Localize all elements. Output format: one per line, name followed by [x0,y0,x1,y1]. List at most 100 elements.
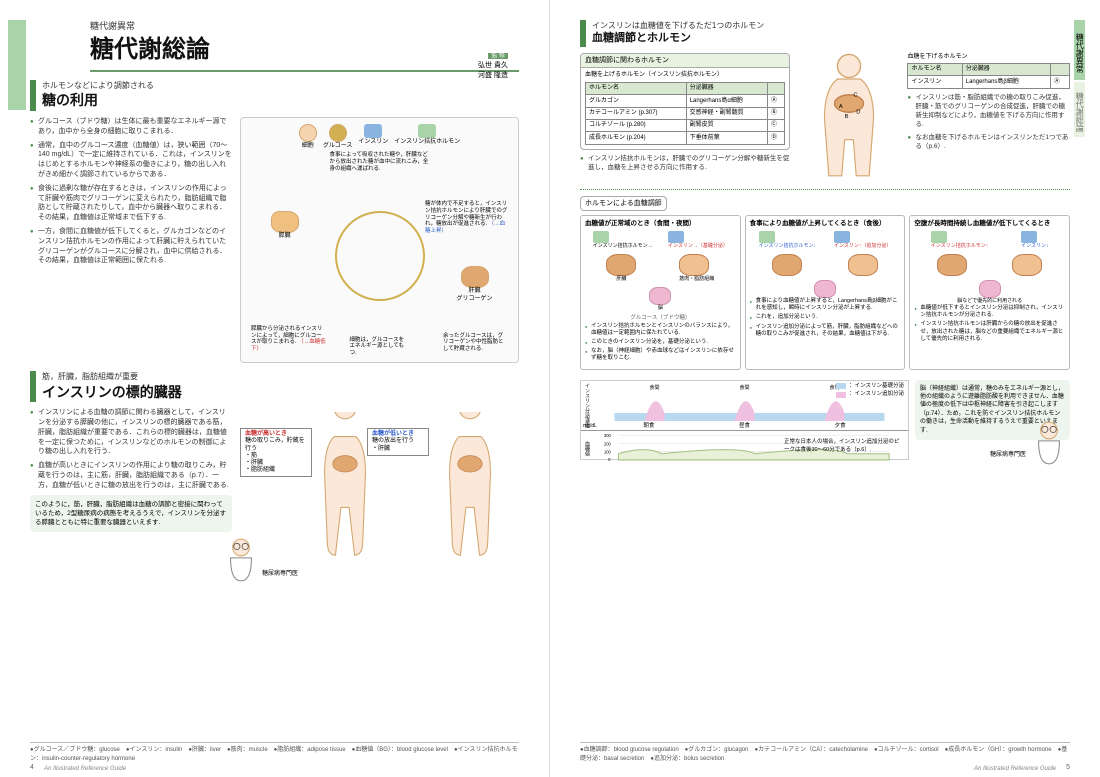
section-2-content: インスリンによる血糖の調節に関わる臓器として，インスリンを分泌する膵臓の他に，イ… [30,408,519,578]
scenario-2-notes: 食事により血糖値が上昇すると，Langerhans島β細胞がこれを感知し，瞬時に… [750,298,901,338]
scenario-1-notes: インスリン拮抗ホルモンとインスリンのバランスにより，血糖値は一定範囲内に保たれて… [585,323,736,363]
scenario-1-title: 血糖値が正常域のとき（食間・夜間） [585,220,736,228]
graph-note: 正常な日本人の場合，インスリン追加分泌のピークは食後30～60分である（p.6）… [784,439,904,454]
tab-text-top: 糖代謝異常 [1074,20,1085,80]
cell-icon [299,124,317,142]
scenario-1-icons: インスリン拮抗ホルモン→ インスリン→（基礎分泌） [585,231,736,250]
section-1-super: ホルモンなどにより調節される [42,80,519,91]
section-1-main: 糖の利用 [42,92,98,108]
scenario-3-notes: 血糖値が低下するとインスリン分泌は抑制され，インスリン拮抗ホルモンが分泌される.… [914,305,1065,343]
hormone-section: 血糖調節に関わるホルモン 血糖を上げるホルモン（インスリン拮抗ホルモン） ホルモ… [580,53,1070,183]
body-figure-right [435,412,505,562]
section-2-text: インスリンによる血糖の調節に関わる臓器として，インスリンを分泌する膵臓の他に，イ… [30,408,232,578]
page-spread: 糖代謝異常 糖代謝総論 監 修 弘世 貴久 河盛 隆造 ホルモンなどにより調節さ… [0,0,1100,777]
counter-hormone-icon [593,231,609,243]
s1-bullet-2: 通常，血中のグルコース濃度（血糖値）は，狭い範囲（70～140 mg/dL）で一… [30,141,232,180]
glossary-left: ●グルコース／ブドウ糖：glucose ●インスリン：insulin ●肝臓：l… [30,742,519,763]
glucose-flow-label: グルコース（ブドウ糖） [585,315,736,323]
svg-text:0: 0 [608,457,611,462]
page-number-right: 5 [1066,763,1070,773]
section-2-diagram: 血糖が高いとき 糖の取りこみ，貯蔵を行う ・筋 ・肝臓 ・脂肪組織 血糖が低いと… [240,408,519,578]
body-figure-col: AC BD [796,53,901,183]
s1-bullet-3: 食後に過剰な糖が存在するときは，インスリンの作用によって肝臓や筋肉でグリコーゲン… [30,184,232,223]
cycle-br-text: 余ったグルコースは，グリコーゲンや中性脂肪として貯蔵される. [443,333,508,353]
hormone-down-col: 血糖を下げるホルモン ホルモン名分泌臓器 インスリンLangerhans島β細胞… [907,53,1070,183]
right-page: 糖代謝異常 糖代謝総論 インスリンは血糖値を下げるただ1つのホルモン 血糖調節と… [550,0,1100,777]
chapter-tab-left [8,20,26,110]
left-page: 糖代謝異常 糖代謝総論 監 修 弘世 貴久 河盛 隆造 ホルモンなどにより調節さ… [0,0,550,777]
counter-hormone-icon [931,231,947,243]
s2-bullet-2: 血糖が高いときにインスリンの作用により糖の取りこみ，貯蔵を行うのは，主に筋，肝臓… [30,461,232,490]
doctor-icon [220,537,262,583]
brain-note-col: 脳（神経組織）は通常，糖のみをエネルギー源とし，他の組織のように遊離脂肪酸を利用… [915,376,1070,460]
right-bullet-1: インスリンは筋・脂肪組織での糖の取りこみ促進，肝臓・筋でのグリコーゲンの合成促進… [907,93,1070,129]
cycle-liver: 肝臓 グリコーゲン [447,266,502,302]
page-number-left: 4 [30,763,34,773]
s1-bullet-1: グルコース（ブドウ糖）は生体に最も重要なエネルギー源であり，血中から全身の細胞に… [30,117,232,137]
pancreas-icon [271,211,299,233]
cycle-right-text: 糖が体内で不足すると，インスリン拮抗ホルモンにより肝臓でのグリコーゲン分解や糖新… [425,201,510,234]
scenario-1-organs: 肝臓 筋肉・脂肪組織 [585,254,736,283]
insulin-bg-graph: インスリン分泌速度 食間食間食間 朝食 昼食 夕食 [580,380,909,460]
legend-insulin: インスリン [358,124,388,150]
s2-bullet-1: インスリンによる血糖の調節に関わる臓器として，インスリンを分泌する膵臓の他に，イ… [30,408,232,457]
s1-bullet-4: 一方，食間に血糖値が低下してくると，グルカゴンなどのインスリン拮抗ホルモンの作用… [30,227,232,266]
liver-icon [772,254,802,276]
scenario-2-icons: インスリン拮抗ホルモン↓ インスリン↑（追加分泌） [750,231,901,250]
svg-text:食間: 食間 [740,384,750,391]
insulin-icon [668,231,684,243]
callout-high: 血糖が高いとき 糖の取りこみ，貯蔵を行う ・筋 ・肝臓 ・脂肪組織 [240,428,312,477]
cycle-legend: 細胞 グルコース インスリン インスリン拮抗ホルモン [247,124,512,150]
muscle-fat-icon [848,254,878,276]
meal-labels: 朝食 昼食 夕食 [581,423,908,431]
svg-text:D: D [856,109,860,115]
muscle-fat-icon [679,254,709,276]
section-2-main: インスリンの標的臓器 [42,384,182,400]
chapter-pretitle: 糖代謝異常 [90,20,519,33]
svg-text:A: A [839,103,843,109]
counter-hormone-icon [418,124,436,138]
reference-guide-right: An Illustrated Reference Guide [974,765,1056,773]
page-title: 糖代謝総論 [90,33,519,73]
doctor-icon [1028,420,1070,466]
liver-icon [606,254,636,276]
basal-swatch [836,383,846,389]
section-2-heading: 筋，肝臓，脂肪組織が重要 インスリンの標的臓器 [30,371,519,402]
brain-icon [649,287,671,305]
section-1-text: グルコース（ブドウ糖）は生体に最も重要なエネルギー源であり，血中から全身の細胞に… [30,117,232,363]
graph-row: インスリン分泌速度 食間食間食間 朝食 昼食 夕食 [580,376,1070,460]
legend-counter: インスリン拮抗ホルモン [394,124,460,150]
glossary-right: ●血糖調節：blood glucose regulation ●グルカゴン：gl… [580,742,1070,763]
body-outline-icon [435,412,505,562]
hormone-body-figure: AC BD [809,53,889,183]
scenario-2-organs [750,254,901,276]
scenario-3-organs [914,254,1065,276]
cycle-bl-text: 膵臓から分泌されるインスリンによって，細胞にグルコースが取りこまれる. （→血糖… [251,326,326,352]
supervisor-box: 監 修 弘世 貴久 河盛 隆造 [472,48,514,83]
legend-cell: 細胞 [299,124,317,150]
svg-text:食間: 食間 [650,384,660,391]
hormone-down-table: ホルモン名分泌臓器 インスリンLangerhans島β細胞Ⓐ [907,63,1070,89]
chapter-tab-right: 糖代謝異常 糖代謝総論 [1074,20,1092,137]
section-2-super: 筋，肝臓，脂肪組織が重要 [42,371,519,382]
liver-icon [937,254,967,276]
cycle-ring [335,211,425,301]
s2-note: このように，筋，肝臓，脂肪組織は血糖の調節と密接に関わっているため，2型糖尿病の… [30,495,232,532]
cycle-top-text: 食事によって吸収された糖や，肝臓などから放出された糖が血中に流れこみ，全身の組織… [330,152,430,172]
scenario-3-title: 空腹が長時間持続し血糖値が低下してくるとき [914,220,1065,228]
svg-text:300: 300 [604,433,612,438]
table-down-caption: 血糖を下げるホルモン [907,53,1070,61]
callout-low: 血糖が低いとき 糖の放出を行う ・肝臓 [367,428,429,456]
glucose-icon [329,124,347,142]
divider [580,189,1070,190]
svg-text:B: B [845,114,849,120]
scenarios: 血糖値が正常域のとき（食間・夜間） インスリン拮抗ホルモン→ インスリン→（基礎… [580,215,1070,369]
doctor-label: 糖尿病専門医 [262,570,298,578]
hormone-panel-title: 血糖調節に関わるホルモン [581,54,789,69]
metabolic-cycle: 食事によって吸収された糖や，肝臓などから放出された糖が血中に流れこみ，全身の組織… [247,156,512,356]
table-up-caption: 血糖を上げるホルモン（インスリン拮抗ホルモン） [585,71,785,79]
insulin-icon [364,124,382,138]
scenario-2-title: 食事により血糖値が上昇してくるとき（食後） [750,220,901,228]
body-outline-icon: AC BD [809,53,889,183]
section-1-content: グルコース（ブドウ糖）は生体に最も重要なエネルギー源であり，血中から全身の細胞に… [30,117,519,363]
